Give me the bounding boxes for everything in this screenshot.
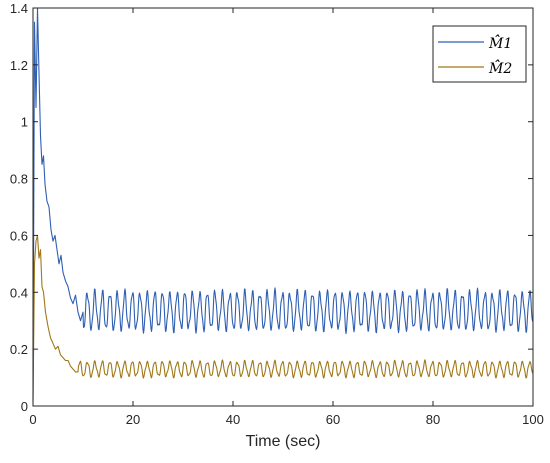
legend-box <box>432 25 527 83</box>
x-tick-label: 20 <box>126 412 140 427</box>
y-tick-label: 0.6 <box>10 228 28 243</box>
legend-label-series-1: M̂̂1 <box>488 33 512 52</box>
series-line-1 <box>32 7 534 401</box>
x-tick-label: 60 <box>326 412 340 427</box>
x-tick-label: 40 <box>226 412 240 427</box>
y-tick-label: 0.2 <box>10 342 28 357</box>
y-tick-label: 1.4 <box>10 1 28 16</box>
x-tick-label: 0 <box>29 412 36 427</box>
legend: M̂̂1 M̂̂2 <box>432 25 527 83</box>
y-tick-label: 1.2 <box>10 58 28 73</box>
x-tick-label: 100 <box>522 412 544 427</box>
series-line-2 <box>32 234 534 404</box>
x-axis-label: Time (sec) <box>246 433 321 450</box>
x-tick-label: 80 <box>426 412 440 427</box>
legend-label-series-2: M̂̂2 <box>488 58 512 77</box>
y-tick-label: 1 <box>21 115 28 130</box>
y-tick-label: 0.8 <box>10 172 28 187</box>
y-tick-label: 0.4 <box>10 285 28 300</box>
plot-frame <box>32 7 534 407</box>
y-tick-label: 0 <box>21 399 28 414</box>
